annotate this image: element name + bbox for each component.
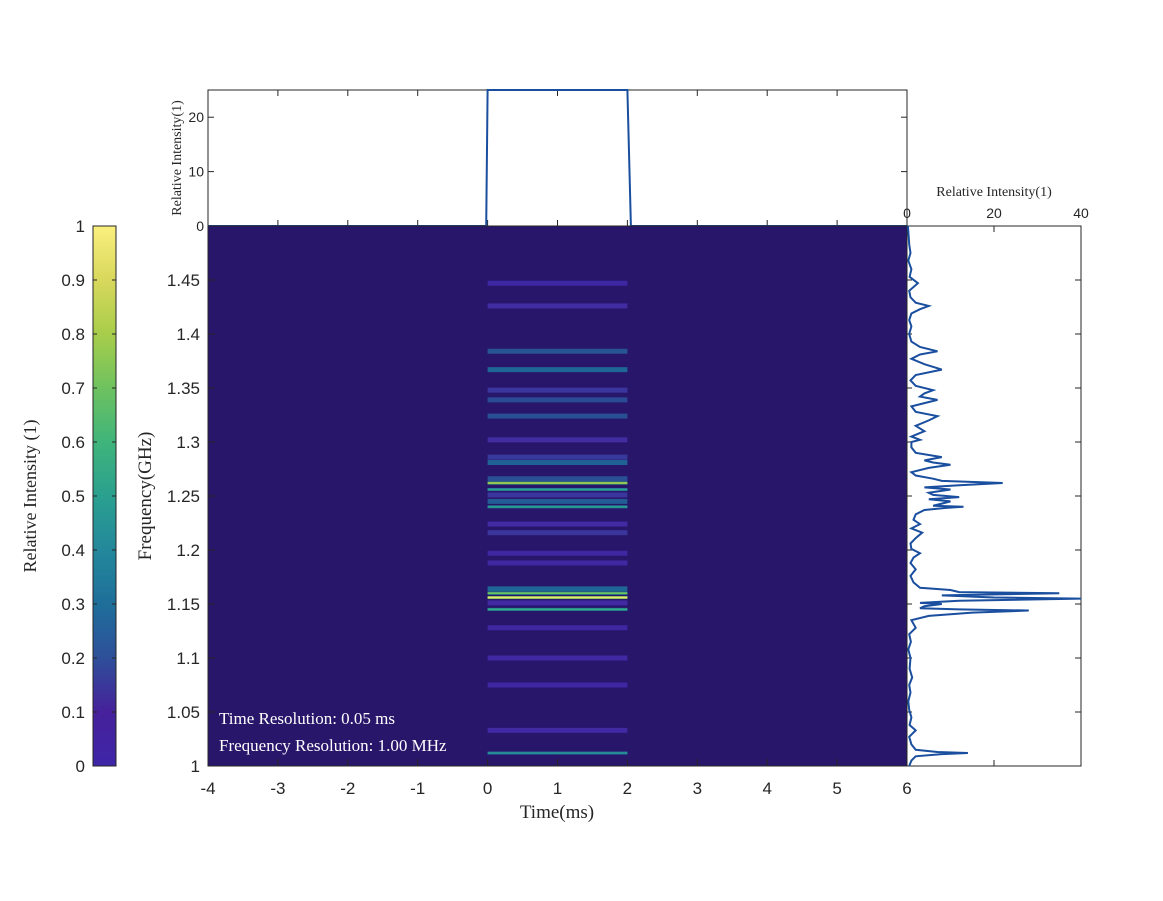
heatmap-band bbox=[487, 550, 628, 556]
y-tick-label: 1.2 bbox=[176, 541, 200, 560]
time-profile-y-tick-label: 0 bbox=[196, 218, 204, 234]
heatmap-band bbox=[487, 476, 628, 482]
x-tick-label: 3 bbox=[693, 779, 702, 798]
colorbar-tick-label: 0.8 bbox=[61, 325, 85, 344]
x-tick-label: 4 bbox=[762, 779, 771, 798]
colorbar: 0 0.1 0.2 0.3 0.4 0.5 0.6 0.7 0.8 0.9 1 Relative I… bbox=[20, 217, 117, 776]
x-tick-label: -3 bbox=[270, 779, 285, 798]
time-profile-y-tick-label: 20 bbox=[188, 109, 204, 125]
heatmap-band-core bbox=[487, 592, 628, 594]
frequency-profile-panel: 0 20 40 Relative Intensity(1) bbox=[903, 185, 1089, 767]
time-profile-panel: 0 10 20 Relative Intensity(1) bbox=[170, 89, 908, 234]
time-profile-ylabel: Relative Intensity(1) bbox=[170, 100, 185, 216]
heatmap-band bbox=[487, 521, 628, 527]
heatmap-band bbox=[487, 655, 628, 661]
colorbar-ticks: 0 0.1 0.2 0.3 0.4 0.5 0.6 0.7 0.8 0.9 1 bbox=[61, 217, 116, 776]
x-tick-label: 6 bbox=[902, 779, 911, 798]
heatmap-band bbox=[487, 560, 628, 566]
heatmap-band-core bbox=[487, 608, 628, 611]
colorbar-tick-label: 0.4 bbox=[61, 541, 85, 560]
colorbar-tick-label: 0.5 bbox=[61, 487, 85, 506]
x-tick-label: 1 bbox=[553, 779, 562, 798]
frequency-profile-x-tick-label: 20 bbox=[986, 205, 1002, 221]
heatmap-band bbox=[487, 460, 628, 466]
x-tick-label: -4 bbox=[200, 779, 215, 798]
y-tick-label: 1.15 bbox=[167, 595, 200, 614]
heatmap-band-core bbox=[487, 596, 628, 599]
x-tick-label: 0 bbox=[483, 779, 492, 798]
heatmap-band bbox=[487, 397, 628, 403]
heatmap-band bbox=[487, 498, 628, 504]
x-tick-label: -1 bbox=[410, 779, 425, 798]
colorbar-tick-label: 0.2 bbox=[61, 649, 85, 668]
dynamic-spectrum-panel: -4 -3 -2 -1 0 1 2 3 4 5 6 1 1.05 1.1 1.15 1.2 1.25 1.3 1.3… bbox=[135, 225, 912, 823]
heatmap-band bbox=[487, 492, 628, 498]
heatmap-band bbox=[487, 600, 628, 606]
y-tick-label: 1.1 bbox=[176, 649, 200, 668]
heatmap-band bbox=[487, 727, 628, 733]
heatmap-band-core bbox=[487, 488, 628, 491]
x-tick-label: -2 bbox=[340, 779, 355, 798]
x-tick-label: 5 bbox=[832, 779, 841, 798]
colorbar-tick-label: 0.9 bbox=[61, 271, 85, 290]
heatmap-ticks: -4 -3 -2 -1 0 1 2 3 4 5 6 1 1.05 1.1 1.15 1.2 1.25 1.3 1.3… bbox=[167, 271, 912, 798]
colorbar-tick-label: 0.7 bbox=[61, 379, 85, 398]
heatmap-band bbox=[487, 387, 628, 393]
time-resolution-annotation: Time Resolution: 0.05 ms bbox=[219, 709, 395, 728]
heatmap-band bbox=[487, 413, 628, 419]
colorbar-tick-label: 0.6 bbox=[61, 433, 85, 452]
heatmap-xlabel: Time(ms) bbox=[520, 802, 594, 823]
frequency-resolution-annotation: Frequency Resolution: 1.00 MHz bbox=[219, 736, 447, 755]
y-tick-label: 1.25 bbox=[167, 487, 200, 506]
heatmap-band bbox=[487, 586, 628, 592]
colorbar-tick-label: 0.1 bbox=[61, 703, 85, 722]
colorbar-label: Relative Intensity (1) bbox=[20, 420, 41, 573]
heatmap-band bbox=[487, 682, 628, 688]
heatmap-band bbox=[487, 303, 628, 309]
frequency-profile-x-tick-label: 0 bbox=[903, 205, 911, 221]
colorbar-tick-label: 0.3 bbox=[61, 595, 85, 614]
heatmap-band-core bbox=[487, 506, 628, 508]
y-tick-label: 1.45 bbox=[167, 271, 200, 290]
heatmap-ylabel: Frequency(GHz) bbox=[135, 432, 156, 561]
y-tick-label: 1.35 bbox=[167, 379, 200, 398]
colorbar-tick-label: 1 bbox=[76, 217, 85, 236]
heatmap-bands bbox=[487, 280, 628, 755]
frequency-profile-x-tick-label: 40 bbox=[1073, 205, 1089, 221]
time-profile-axes bbox=[207, 89, 908, 227]
heatmap-band bbox=[487, 348, 628, 354]
heatmap-band-core bbox=[487, 752, 628, 754]
y-tick-label: 1 bbox=[191, 757, 200, 776]
frequency-profile-line bbox=[906, 225, 1082, 767]
frequency-profile-axes bbox=[906, 225, 1082, 767]
heatmap-band bbox=[487, 625, 628, 631]
y-tick-label: 1.05 bbox=[167, 703, 200, 722]
heatmap-band bbox=[487, 280, 628, 286]
heatmap-band bbox=[487, 367, 628, 373]
heatmap-band bbox=[487, 437, 628, 443]
heatmap-band-core bbox=[487, 482, 628, 484]
time-profile-y-tick-label: 10 bbox=[188, 164, 204, 180]
y-tick-label: 1.4 bbox=[176, 325, 200, 344]
colorbar-tick-label: 0 bbox=[76, 757, 85, 776]
frequency-profile-xlabel: Relative Intensity(1) bbox=[936, 185, 1052, 200]
heatmap-band bbox=[487, 530, 628, 536]
y-tick-label: 1.3 bbox=[176, 433, 200, 452]
heatmap-band bbox=[487, 454, 628, 460]
x-tick-label: 2 bbox=[623, 779, 632, 798]
